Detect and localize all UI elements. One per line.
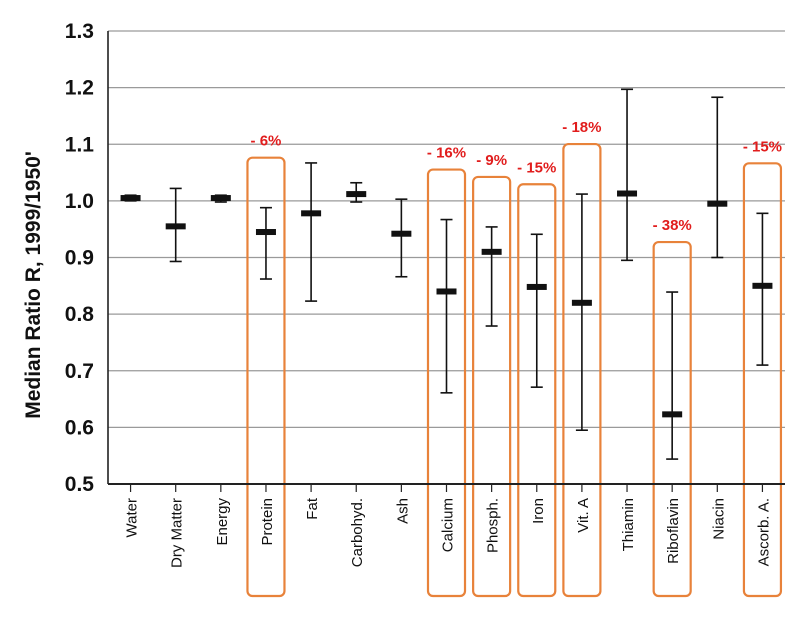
- y-tick-label: 0.7: [65, 360, 94, 383]
- highlight-box: [652, 240, 692, 598]
- category-label: Thiamin: [620, 498, 637, 551]
- category-label: Dry Matter: [169, 498, 186, 568]
- highlight-box: [246, 156, 286, 598]
- change-annotation: - 16%: [427, 145, 466, 162]
- category-label: Carbohyd.: [349, 498, 366, 567]
- category-label: Riboflavin: [665, 498, 682, 564]
- highlight-box: [517, 183, 557, 598]
- highlight-box: [562, 142, 602, 598]
- median-marker: [617, 190, 638, 197]
- median-marker: [210, 195, 231, 202]
- y-tick-label: 1.0: [65, 190, 94, 213]
- median-marker: [707, 200, 728, 207]
- median-marker: [301, 210, 322, 217]
- highlight-box: [426, 168, 467, 598]
- median-marker: [571, 299, 592, 306]
- change-annotation: - 18%: [562, 119, 601, 136]
- category-label: Water: [124, 498, 141, 537]
- category-label: Ash: [394, 498, 411, 524]
- category-label: Protein: [259, 498, 276, 546]
- change-annotation: - 6%: [251, 133, 282, 150]
- y-tick-label: 0.6: [65, 416, 94, 439]
- change-annotation: - 38%: [653, 217, 692, 234]
- category-label: Ascorb. A.: [755, 498, 772, 566]
- category-label: Calcium: [440, 498, 457, 552]
- change-annotation: - 15%: [517, 159, 556, 176]
- category-label: Iron: [530, 498, 547, 524]
- change-annotation: - 9%: [476, 152, 507, 169]
- median-marker: [481, 248, 502, 255]
- y-tick-label: 1.1: [65, 133, 95, 156]
- median-marker: [255, 229, 276, 236]
- median-marker: [752, 282, 773, 289]
- category-label: Phosph.: [485, 498, 502, 553]
- y-tick-label: 1.2: [65, 77, 94, 100]
- median-marker: [662, 411, 683, 418]
- y-tick-label: 0.8: [65, 303, 95, 326]
- median-marker: [346, 191, 367, 198]
- highlight-box: [472, 175, 512, 598]
- y-axis-label: Median Ratio R, 1999/1950': [22, 151, 45, 419]
- category-label: Energy: [214, 498, 231, 546]
- y-tick-label: 0.5: [65, 473, 95, 496]
- median-marker: [526, 283, 547, 290]
- category-label: Vit. A: [575, 498, 592, 533]
- change-annotation: - 15%: [743, 138, 782, 155]
- category-label: Fat: [304, 497, 321, 520]
- category-label: Niacin: [710, 498, 727, 540]
- median-marker: [120, 195, 141, 202]
- y-tick-label: 0.9: [65, 247, 94, 270]
- median-marker: [165, 223, 186, 230]
- median-marker: [436, 288, 457, 295]
- highlight-box: [742, 162, 783, 598]
- median-marker: [391, 230, 412, 237]
- y-tick-label: 1.3: [65, 20, 94, 43]
